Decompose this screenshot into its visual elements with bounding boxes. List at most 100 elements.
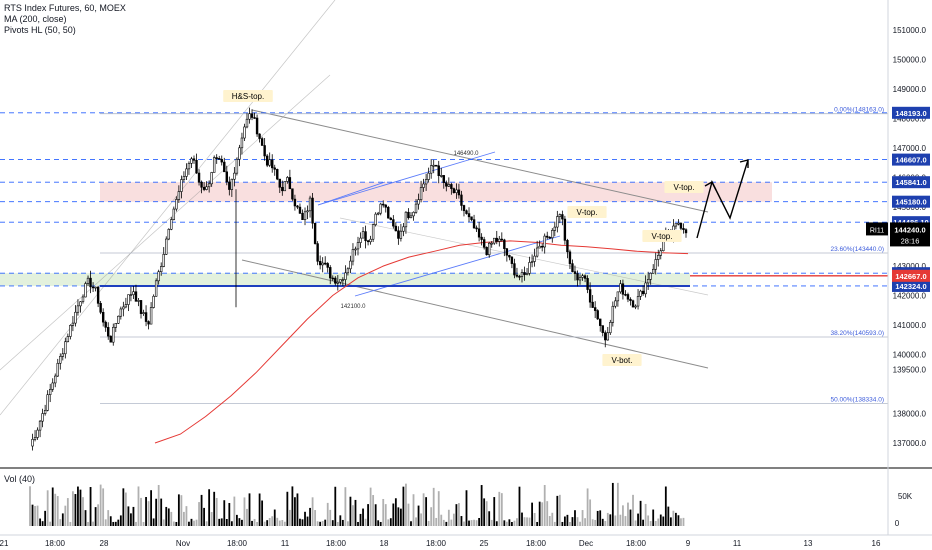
candle-body bbox=[33, 437, 37, 440]
candle-body bbox=[56, 362, 59, 377]
volume-legend[interactable]: Vol (40) bbox=[4, 474, 36, 484]
candle-body bbox=[177, 191, 181, 200]
volume-bar bbox=[157, 484, 160, 526]
candle-body bbox=[273, 167, 276, 170]
volume-bar bbox=[228, 503, 231, 526]
candle-body bbox=[104, 321, 107, 328]
volume-bar bbox=[490, 519, 493, 526]
volume-bar bbox=[538, 501, 541, 526]
volume-bar bbox=[152, 518, 155, 526]
annotation-label: V-top. bbox=[674, 183, 695, 192]
volume-bar bbox=[195, 519, 198, 526]
volume-bar bbox=[230, 521, 233, 526]
volume-bar bbox=[505, 521, 508, 526]
volume-bar bbox=[516, 518, 518, 526]
candle-body bbox=[175, 199, 178, 210]
price-tick: 138000.0 bbox=[893, 410, 927, 419]
volume-bar bbox=[579, 521, 581, 526]
candle-body bbox=[409, 215, 413, 219]
volume-bar bbox=[586, 488, 589, 526]
projection-line bbox=[696, 159, 749, 239]
candle-body bbox=[64, 341, 67, 355]
candle-body bbox=[31, 439, 34, 447]
volume-bar bbox=[276, 517, 279, 526]
volume-bar bbox=[311, 497, 314, 526]
candle-body bbox=[119, 308, 123, 317]
volume-bar bbox=[591, 519, 594, 526]
candle-body bbox=[38, 420, 42, 431]
time-tick: 11 bbox=[281, 539, 290, 548]
candle-body bbox=[440, 175, 443, 177]
candle-body bbox=[306, 210, 309, 213]
volume-bar bbox=[326, 502, 329, 526]
volume-bar bbox=[407, 503, 410, 526]
candle-body bbox=[657, 255, 660, 260]
candle-body bbox=[445, 182, 448, 187]
candle-body bbox=[296, 205, 299, 208]
candle-body bbox=[371, 224, 375, 240]
volume-bar bbox=[183, 511, 185, 526]
candle-body bbox=[551, 230, 554, 239]
red-level-badge bbox=[892, 269, 930, 282]
pivot-label: 142100.0 bbox=[340, 304, 366, 310]
candle-body bbox=[81, 296, 85, 303]
symbol-badge-label: RI11 bbox=[870, 227, 884, 234]
volume-bar bbox=[248, 493, 251, 526]
volume-bar bbox=[155, 498, 158, 526]
volume-bar bbox=[561, 521, 564, 526]
volume-bar bbox=[331, 520, 334, 526]
candle-body bbox=[586, 278, 589, 290]
level-badge-label: 142324.0 bbox=[895, 282, 926, 291]
volume-bar bbox=[432, 487, 435, 526]
volume-bar bbox=[130, 513, 132, 526]
volume-bar bbox=[341, 519, 344, 526]
volume-bar bbox=[558, 494, 561, 526]
candle-body bbox=[604, 332, 607, 341]
candle-body bbox=[626, 294, 630, 300]
pivots-indicator-label[interactable]: Pivots HL (50, 50) bbox=[4, 25, 76, 35]
candle-body bbox=[470, 216, 473, 220]
candle-body bbox=[341, 279, 345, 281]
candle-body bbox=[218, 158, 221, 160]
volume-bar bbox=[54, 493, 57, 526]
volume-bar bbox=[528, 517, 531, 526]
candle-body bbox=[240, 137, 244, 149]
candle-body bbox=[452, 188, 456, 193]
volume-bar bbox=[374, 504, 377, 526]
time-axis: 21 18:00 28 Nov 18:00 11 18:00 18 18:00 25 18:00 De… bbox=[0, 534, 932, 548]
volume-bar bbox=[652, 509, 655, 526]
volume-bar bbox=[316, 521, 319, 526]
candle-body bbox=[435, 164, 438, 167]
candle-body bbox=[510, 256, 514, 264]
volume-bar bbox=[677, 515, 680, 526]
candle-body bbox=[561, 214, 564, 220]
candle-body bbox=[41, 413, 44, 422]
candle-body bbox=[596, 310, 599, 320]
price-axis: 151000.0 150000.0 149000.0 148000.0 147000.0… bbox=[866, 0, 930, 535]
volume-bar bbox=[44, 510, 47, 526]
volume-bar bbox=[531, 502, 533, 526]
volume-bar bbox=[135, 521, 137, 526]
volume-bar bbox=[642, 519, 645, 526]
volume-bar bbox=[553, 521, 556, 526]
candle-body bbox=[566, 240, 569, 253]
volume-bar bbox=[46, 490, 49, 526]
volume-bar bbox=[304, 511, 306, 526]
candle-body bbox=[245, 118, 249, 128]
time-tick: 18:00 bbox=[227, 539, 248, 548]
candle-body bbox=[397, 230, 400, 239]
volume-bar bbox=[354, 499, 357, 526]
ma-indicator-label[interactable]: MA (200, close) bbox=[4, 14, 67, 24]
volume-bar bbox=[664, 486, 667, 526]
volume-bar bbox=[51, 487, 54, 526]
volume-bar bbox=[64, 505, 67, 526]
volume-bar bbox=[97, 504, 100, 526]
symbol-badge bbox=[866, 222, 888, 236]
volume-bar bbox=[589, 499, 592, 526]
candle-body bbox=[487, 242, 491, 256]
candle-body bbox=[624, 293, 627, 296]
channel-line-blue bbox=[317, 151, 496, 206]
volume-bar bbox=[203, 507, 205, 526]
volume-bar bbox=[188, 521, 190, 526]
